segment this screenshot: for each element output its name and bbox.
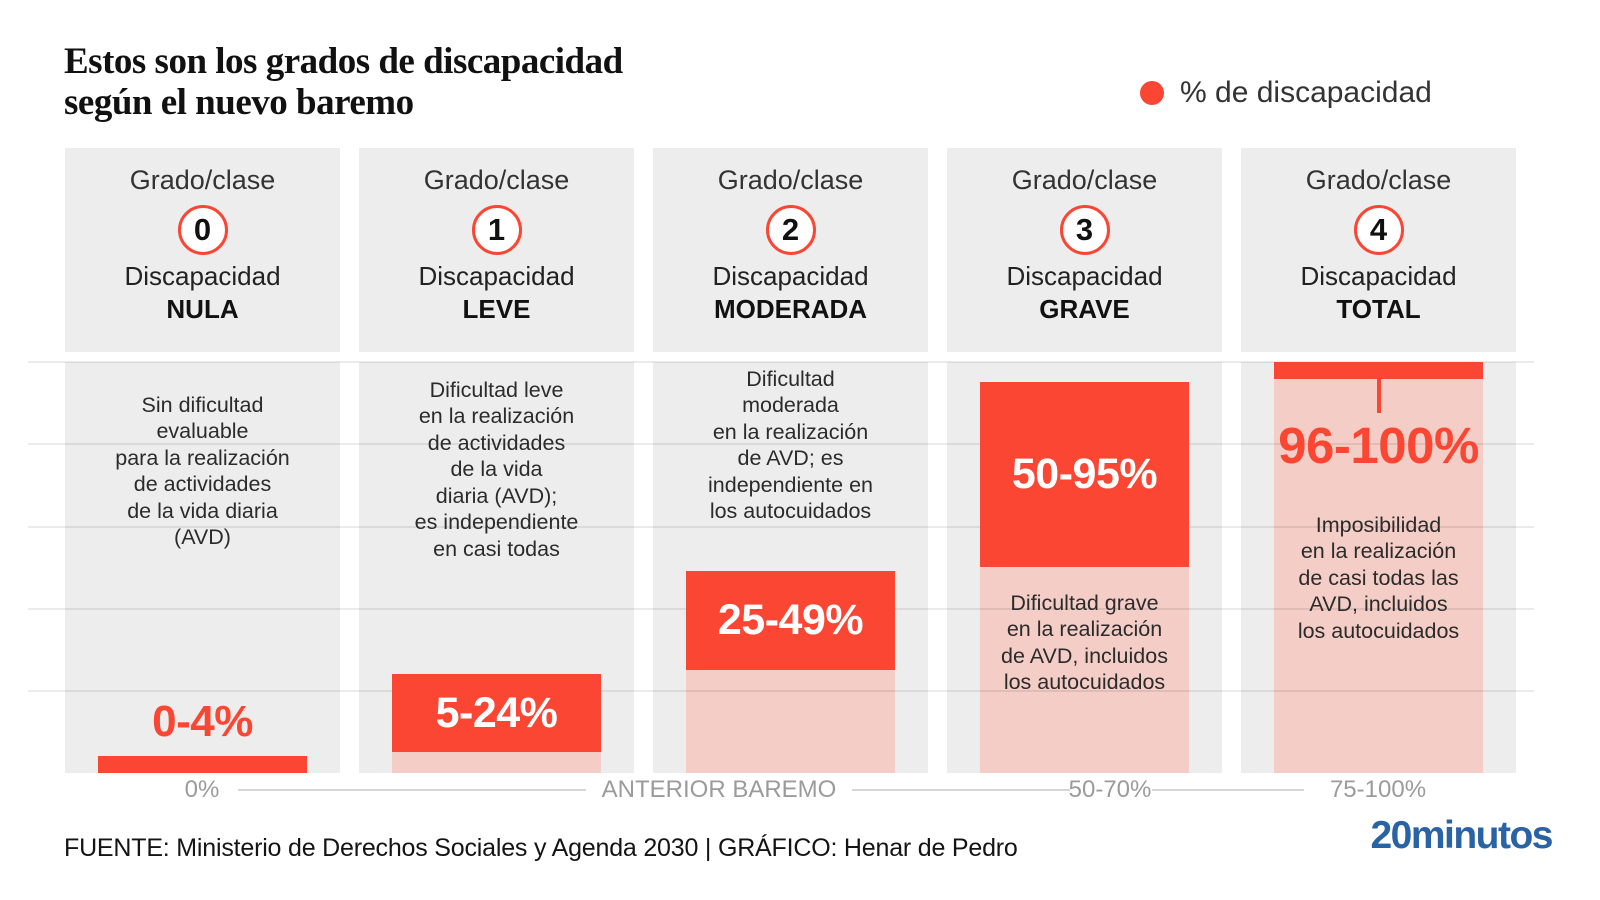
percent-bar (1274, 362, 1483, 379)
axis-line (238, 789, 586, 791)
grade-number-badge: 2 (765, 205, 816, 255)
percent-bar (98, 756, 307, 773)
discapacidad-label: Discapacidad (1006, 261, 1163, 291)
grade-column-4-header: Grado/clase 4 Discapacidad TOTAL (1241, 148, 1516, 352)
grade-column-2-body: Dificultad moderada en la realización de… (653, 362, 928, 773)
grade-column-0-header: Grado/clase 0 Discapacidad NULA (65, 148, 340, 352)
grade-number: 2 (781, 212, 800, 247)
grade-number: 1 (487, 212, 506, 247)
grade-number: 3 (1075, 212, 1094, 247)
percent-range-label: 5-24% (435, 688, 558, 737)
grade-description: Dificultad grave en la realización de AV… (1001, 591, 1168, 695)
grade-number: 4 (1369, 212, 1388, 247)
percent-bar: 50-95% (980, 382, 1189, 567)
grade-description: Dificultad moderada en la realización de… (708, 367, 873, 524)
grade-number-badge: 3 (1059, 205, 1110, 255)
legend-dot-icon (1140, 81, 1164, 105)
grade-column-2-header: Grado/clase 2 Discapacidad MODERADA (653, 148, 928, 352)
grade-class-label: Grado/clase (129, 165, 276, 195)
discapacidad-label: Discapacidad (418, 261, 575, 291)
grade-column-4-body: 96-100% Imposibilidad en la realización … (1241, 362, 1516, 773)
grade-name: MODERADA (713, 294, 868, 324)
grade-column-0-body: Sin dificultad evaluable para la realiza… (65, 362, 340, 773)
grade-description: Dificultad leve en la realización de act… (414, 378, 579, 561)
percent-range-label: 50-95% (1011, 450, 1158, 498)
axis-line (1152, 789, 1304, 791)
axis-label-anterior-baremo: ANTERIOR BAREMO (601, 776, 837, 803)
old-range-area (980, 567, 1189, 773)
old-range-area (686, 670, 895, 773)
percent-range-label: 96-100% (1278, 417, 1479, 474)
grade-name: GRAVE (1039, 294, 1130, 324)
leader-line (1376, 379, 1381, 413)
grade-column-3-header: Grado/clase 3 Discapacidad GRAVE (947, 148, 1222, 352)
grade-number-badge: 0 (177, 205, 228, 255)
brand-logo: 20minutos (1370, 814, 1553, 857)
grade-description: Sin dificultad evaluable para la realiza… (115, 393, 290, 550)
percent-bar: 25-49% (686, 571, 895, 670)
percent-bar: 5-24% (392, 674, 601, 752)
grade-number: 0 (193, 212, 212, 247)
legend: % de discapacidad (1140, 76, 1432, 110)
grade-class-label: Grado/clase (423, 165, 570, 195)
gridline-80pct (28, 443, 1534, 445)
grade-name: NULA (166, 294, 239, 324)
grade-class-label: Grado/clase (1305, 165, 1452, 195)
grade-class-label: Grado/clase (717, 165, 864, 195)
percent-range-label: 0-4% (152, 697, 253, 746)
gridline-60pct (28, 526, 1534, 528)
discapacidad-label: Discapacidad (124, 261, 281, 291)
grade-column-1-header: Grado/clase 1 Discapacidad LEVE (359, 148, 634, 352)
source-credit: FUENTE: Ministerio de Derechos Sociales … (64, 834, 1018, 862)
old-range-area (392, 752, 601, 773)
grade-column-1-body: Dificultad leve en la realización de act… (359, 362, 634, 773)
grade-name: LEVE (462, 294, 531, 324)
page-title: Estos son los grados de discapacidad seg… (64, 41, 623, 123)
grade-name: TOTAL (1336, 294, 1421, 324)
grade-column-3-body: 50-95% Dificultad grave en la realizació… (947, 362, 1222, 773)
gridline-100pct (28, 361, 1534, 363)
grade-description: Imposibilidad en la realización de casi … (1297, 513, 1460, 643)
axis-label-75-100pct: 75-100% (1329, 776, 1427, 803)
discapacidad-label: Discapacidad (1300, 261, 1457, 291)
axis-label-0pct: 0% (184, 776, 220, 803)
discapacidad-label: Discapacidad (712, 261, 869, 291)
old-range-area (1274, 379, 1483, 773)
axis-line (852, 789, 1070, 791)
axis-label-50-70pct: 50-70% (1068, 776, 1152, 803)
grade-class-label: Grado/clase (1011, 165, 1158, 195)
grade-number-badge: 1 (471, 205, 522, 255)
gridline-20pct (28, 690, 1534, 692)
legend-label: % de discapacidad (1180, 76, 1432, 109)
percent-range-label: 25-49% (717, 596, 864, 644)
grade-number-badge: 4 (1353, 205, 1404, 255)
